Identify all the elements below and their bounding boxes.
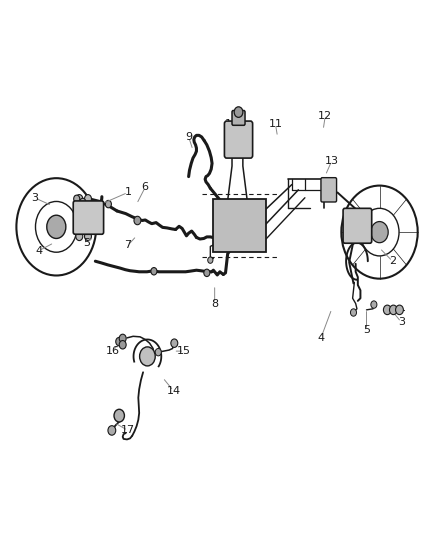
Text: 13: 13 — [325, 156, 339, 166]
FancyBboxPatch shape — [343, 208, 372, 243]
Text: 2: 2 — [389, 256, 396, 266]
Circle shape — [74, 195, 80, 203]
Circle shape — [105, 200, 111, 208]
Circle shape — [119, 341, 126, 349]
Circle shape — [371, 222, 388, 243]
Text: 1: 1 — [124, 188, 131, 197]
Text: 6: 6 — [142, 182, 149, 192]
Circle shape — [85, 195, 92, 203]
Circle shape — [76, 232, 83, 240]
Circle shape — [204, 269, 210, 277]
Text: 9: 9 — [185, 132, 192, 142]
Text: 5: 5 — [83, 238, 90, 248]
Text: 7: 7 — [124, 240, 131, 251]
Text: 14: 14 — [166, 386, 180, 396]
Text: 5: 5 — [363, 325, 370, 335]
Circle shape — [85, 232, 92, 240]
Text: 3: 3 — [398, 317, 405, 327]
Circle shape — [119, 334, 126, 343]
Circle shape — [383, 305, 391, 314]
FancyBboxPatch shape — [224, 121, 253, 158]
Circle shape — [76, 195, 83, 203]
Text: 3: 3 — [31, 193, 38, 203]
Text: 4: 4 — [35, 246, 42, 256]
Circle shape — [116, 337, 123, 346]
FancyBboxPatch shape — [232, 110, 245, 125]
Circle shape — [371, 301, 377, 308]
Text: 12: 12 — [318, 111, 332, 121]
Circle shape — [155, 349, 161, 356]
Circle shape — [134, 216, 141, 225]
Circle shape — [151, 268, 157, 275]
FancyBboxPatch shape — [213, 199, 266, 252]
Circle shape — [350, 309, 357, 316]
Circle shape — [389, 305, 397, 314]
Text: 11: 11 — [268, 119, 283, 128]
Text: 16: 16 — [106, 346, 120, 356]
Circle shape — [114, 409, 124, 422]
Text: 10: 10 — [225, 119, 239, 128]
Circle shape — [171, 339, 178, 348]
Circle shape — [80, 198, 86, 206]
Text: 15: 15 — [177, 346, 191, 356]
Circle shape — [47, 215, 66, 238]
Circle shape — [234, 107, 243, 117]
Text: 8: 8 — [211, 298, 218, 309]
Circle shape — [108, 426, 116, 435]
Circle shape — [396, 305, 403, 314]
Circle shape — [208, 257, 213, 263]
Circle shape — [140, 347, 155, 366]
FancyBboxPatch shape — [321, 177, 336, 202]
Text: 17: 17 — [121, 425, 135, 435]
FancyBboxPatch shape — [73, 201, 104, 234]
Text: 4: 4 — [318, 333, 325, 343]
